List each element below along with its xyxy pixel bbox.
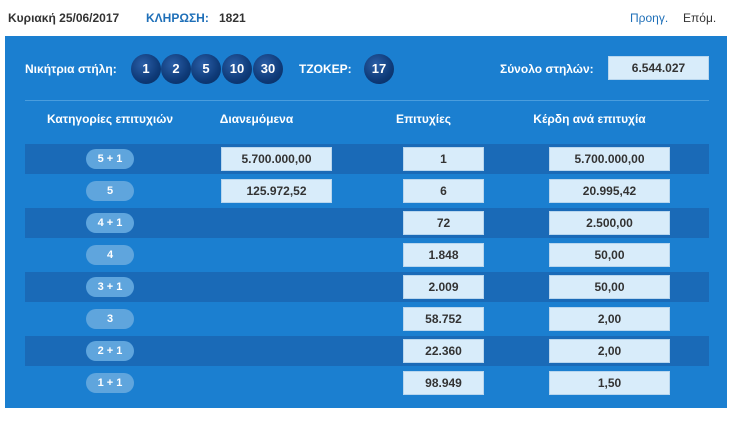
winning-column-label: Νικήτρια στήλη: bbox=[25, 62, 117, 76]
table-row: 5 + 1 5.700.000,00 1 5.700.000,00 bbox=[25, 144, 709, 174]
divider bbox=[25, 100, 709, 101]
draw-number: 1821 bbox=[219, 11, 246, 25]
header-prize-per-winner: Κέρδη ανά επιτυχία bbox=[533, 112, 646, 126]
category-pill: 4 bbox=[86, 245, 134, 265]
table-row: 1 + 1 98.949 1,50 bbox=[25, 368, 709, 398]
winners-value: 1.848 bbox=[403, 243, 484, 267]
distributed-value: 125.972,52 bbox=[221, 179, 332, 203]
category-pill: 5 + 1 bbox=[86, 149, 134, 169]
prize-value: 50,00 bbox=[549, 243, 670, 267]
winners-value: 58.752 bbox=[403, 307, 484, 331]
draw-header-bar: Κυριακή 25/06/2017 ΚΛΗΡΩΣΗ: 1821 Προηγ. … bbox=[0, 0, 731, 36]
winning-number-ball: 2 bbox=[161, 54, 191, 84]
winning-number-ball: 1 bbox=[131, 54, 161, 84]
draw-date: Κυριακή 25/06/2017 bbox=[8, 11, 120, 25]
winning-number-ball: 10 bbox=[222, 54, 252, 84]
category-pill: 3 + 1 bbox=[86, 277, 134, 297]
table-row: 4 1.848 50,00 bbox=[25, 240, 709, 270]
draw-label: ΚΛΗΡΩΣΗ: bbox=[146, 11, 209, 25]
joker-number-ball: 17 bbox=[364, 54, 394, 84]
header-distributed: Διανεμόμενα bbox=[219, 112, 294, 126]
prize-value: 1,50 bbox=[549, 371, 670, 395]
results-panel: Νικήτρια στήλη: 1 2 5 10 30 ΤΖΟΚΕΡ: 17 Σ… bbox=[5, 36, 727, 408]
category-pill: 3 bbox=[86, 309, 134, 329]
category-pill: 2 + 1 bbox=[86, 341, 134, 361]
category-pill: 1 + 1 bbox=[86, 373, 134, 393]
winners-value: 98.949 bbox=[403, 371, 484, 395]
category-pill: 4 + 1 bbox=[86, 213, 134, 233]
prize-value: 2,00 bbox=[549, 307, 670, 331]
joker-label: ΤΖΟΚΕΡ: bbox=[299, 62, 352, 76]
winners-value: 72 bbox=[403, 211, 484, 235]
winners-value: 1 bbox=[403, 147, 484, 171]
table-row: 5 125.972,52 6 20.995,42 bbox=[25, 176, 709, 206]
winners-value: 6 bbox=[403, 179, 484, 203]
table-row: 4 + 1 72 2.500,00 bbox=[25, 208, 709, 238]
prize-value: 5.700.000,00 bbox=[549, 147, 670, 171]
winners-value: 2.009 bbox=[403, 275, 484, 299]
next-draw-link[interactable]: Επόμ. bbox=[683, 11, 717, 25]
header-winners: Επιτυχίες bbox=[395, 112, 452, 126]
header-categories: Κατηγορίες επιτυχιών bbox=[46, 112, 174, 126]
category-pill: 5 bbox=[86, 181, 134, 201]
prize-value: 2.500,00 bbox=[549, 211, 670, 235]
total-columns-value: 6.544.027 bbox=[608, 56, 709, 80]
total-columns-label: Σύνολο στηλών: bbox=[500, 62, 594, 76]
previous-draw-link[interactable]: Προηγ. bbox=[630, 11, 669, 25]
table-row: 2 + 1 22.360 2,00 bbox=[25, 336, 709, 366]
winning-number-ball: 30 bbox=[253, 54, 283, 84]
table-row: 3 58.752 2,00 bbox=[25, 304, 709, 334]
distributed-value: 5.700.000,00 bbox=[221, 147, 332, 171]
winners-value: 22.360 bbox=[403, 339, 484, 363]
winning-number-ball: 5 bbox=[191, 54, 221, 84]
table-row: 3 + 1 2.009 50,00 bbox=[25, 272, 709, 302]
prize-value: 2,00 bbox=[549, 339, 670, 363]
prize-value: 50,00 bbox=[549, 275, 670, 299]
prize-value: 20.995,42 bbox=[549, 179, 670, 203]
